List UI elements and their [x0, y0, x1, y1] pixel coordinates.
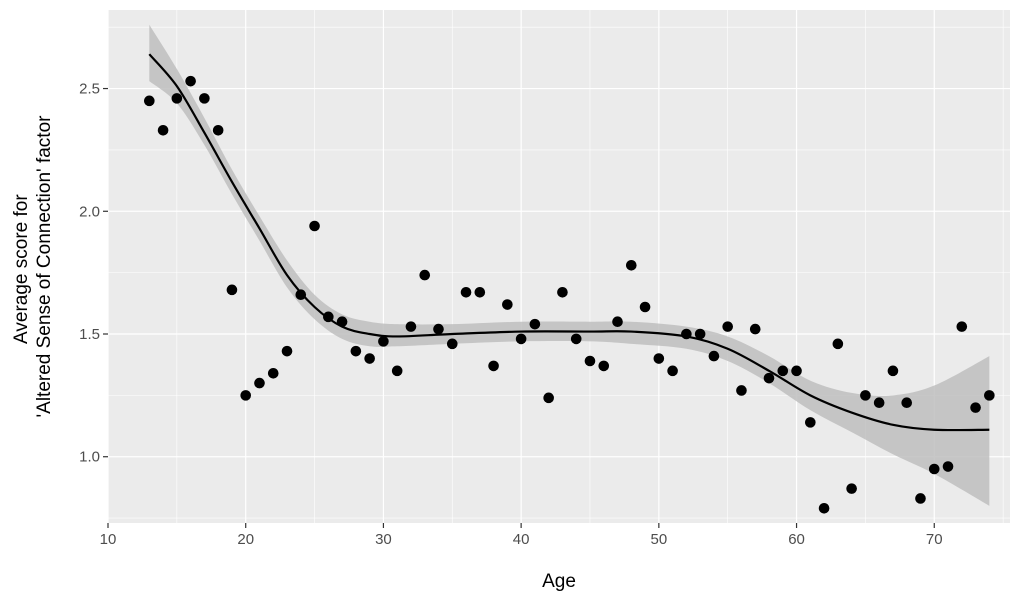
smooth-fit-line: [148, 53, 990, 432]
data-point: [529, 318, 541, 330]
data-point: [956, 321, 968, 332]
data-point: [639, 301, 651, 313]
data-point: [708, 350, 720, 362]
data-points: [144, 75, 995, 514]
data-point: [433, 323, 444, 335]
y-tick-label: 1.5: [79, 326, 100, 343]
data-point: [777, 365, 789, 377]
data-point: [419, 269, 431, 281]
x-tick-label: 10: [100, 531, 117, 548]
y-tick-label: 1.0: [79, 449, 100, 466]
data-point: [405, 321, 417, 332]
data-point: [749, 323, 761, 335]
data-point: [336, 316, 348, 328]
data-point: [185, 75, 196, 87]
x-tick-label: 60: [788, 531, 805, 548]
data-point: [970, 402, 981, 413]
y-axis-title-line-1: Average score for: [11, 194, 32, 344]
data-point: [612, 316, 623, 328]
data-point: [942, 461, 954, 472]
data-point: [901, 397, 913, 409]
y-axis-title-line-2: 'Altered Sense of Connection' factor: [34, 115, 55, 418]
data-point: [446, 338, 458, 350]
data-point: [860, 390, 871, 401]
data-point: [157, 124, 169, 136]
data-point: [873, 397, 885, 409]
data-point: [323, 311, 334, 323]
data-point: [736, 385, 747, 396]
data-point: [805, 417, 816, 428]
data-point: [570, 333, 582, 345]
data-point: [543, 392, 554, 404]
data-point: [598, 360, 610, 372]
x-tick-label: 20: [237, 531, 254, 548]
x-axis-title: Age: [542, 571, 576, 592]
data-point: [391, 365, 403, 377]
data-point: [846, 483, 857, 494]
major-gridlines: [107, 10, 1010, 523]
data-point: [915, 493, 926, 504]
x-tick-label: 40: [513, 531, 530, 548]
data-point: [460, 286, 472, 298]
plot-panel: [108, 10, 1010, 523]
data-point: [295, 289, 307, 301]
data-point: [350, 345, 362, 357]
data-point: [763, 372, 775, 384]
data-point: [254, 377, 265, 389]
data-point: [667, 365, 678, 377]
data-point: [557, 286, 568, 298]
data-point: [226, 284, 238, 296]
data-point: [267, 367, 279, 379]
data-point: [832, 338, 844, 350]
x-axis-ticks: 10 20 30 40 50 60 70: [100, 523, 943, 548]
data-point: [722, 321, 733, 332]
data-point: [681, 328, 692, 340]
data-point: [199, 93, 210, 104]
data-point: [240, 390, 252, 401]
data-point: [984, 390, 995, 401]
y-axis-ticks: 1.0 1.5 2.0 2.5: [79, 81, 108, 466]
y-axis-title: Average score for 'Altered Sense of Conn…: [11, 115, 55, 418]
data-point: [502, 299, 513, 310]
data-point: [515, 333, 527, 345]
data-point: [928, 463, 940, 475]
data-point: [887, 365, 899, 377]
data-point: [309, 220, 320, 232]
x-tick-label: 50: [650, 531, 667, 548]
data-point: [364, 353, 375, 364]
data-point: [584, 355, 596, 367]
data-point: [281, 345, 293, 357]
data-point: [378, 336, 389, 347]
x-tick-label: 30: [375, 531, 392, 548]
data-point: [212, 124, 224, 136]
x-tick-label: 70: [926, 531, 943, 548]
data-point: [818, 502, 830, 514]
data-point: [474, 286, 486, 298]
data-point: [171, 93, 183, 104]
data-point: [694, 328, 706, 340]
confidence-band: [149, 24, 990, 506]
y-tick-label: 2.5: [79, 81, 100, 98]
data-point: [653, 353, 665, 364]
data-point: [144, 95, 155, 107]
data-point: [488, 360, 499, 372]
y-tick-label: 2.0: [79, 203, 100, 220]
data-point: [625, 259, 637, 271]
data-point: [791, 365, 802, 377]
